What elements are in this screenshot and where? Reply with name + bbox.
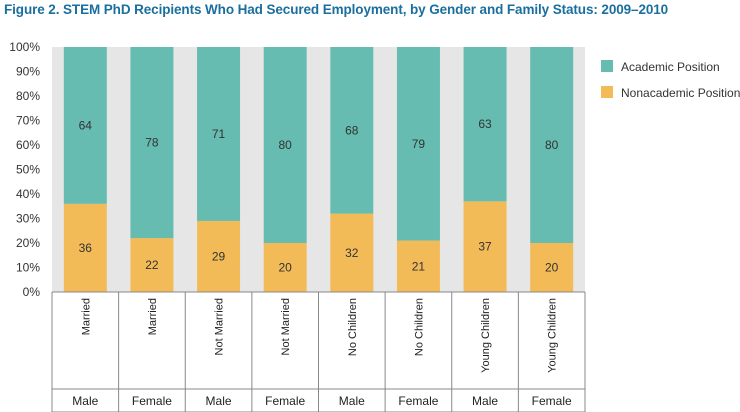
y-tick-label: 20% bbox=[16, 236, 40, 250]
data-label-nonacademic: 36 bbox=[79, 241, 93, 255]
bar-academic bbox=[63, 47, 107, 204]
y-tick-label: 50% bbox=[16, 163, 40, 177]
data-label-nonacademic: 20 bbox=[279, 261, 293, 275]
x-group-label: Female bbox=[265, 394, 305, 408]
bar-academic bbox=[130, 47, 174, 239]
bar-academic bbox=[263, 47, 307, 243]
x-group-label: Male bbox=[206, 394, 232, 408]
x-category-label: Married bbox=[147, 298, 159, 335]
legend-swatch bbox=[601, 60, 613, 72]
data-label-nonacademic: 21 bbox=[412, 259, 426, 273]
data-label-nonacademic: 22 bbox=[145, 258, 159, 272]
data-label-nonacademic: 32 bbox=[345, 246, 359, 260]
bar-academic bbox=[463, 47, 507, 202]
bar-nonacademic bbox=[330, 213, 374, 292]
y-tick-label: 100% bbox=[9, 40, 40, 54]
data-label-nonacademic: 29 bbox=[212, 249, 226, 263]
data-label-nonacademic: 20 bbox=[545, 261, 559, 275]
y-tick-label: 80% bbox=[16, 89, 40, 103]
data-label-academic: 79 bbox=[412, 137, 426, 151]
data-label-academic: 80 bbox=[545, 138, 559, 152]
y-tick-label: 90% bbox=[16, 65, 40, 79]
bar-nonacademic bbox=[130, 238, 174, 292]
x-group-label: Male bbox=[339, 394, 365, 408]
data-label-academic: 63 bbox=[478, 117, 492, 131]
data-label-academic: 68 bbox=[345, 123, 359, 137]
data-label-nonacademic: 37 bbox=[478, 240, 492, 254]
y-tick-label: 40% bbox=[16, 187, 40, 201]
x-category-label: No Children bbox=[413, 298, 425, 356]
x-category-label: Young Children bbox=[547, 298, 559, 373]
data-label-academic: 71 bbox=[212, 127, 226, 141]
bar-nonacademic bbox=[463, 201, 507, 292]
data-label-academic: 78 bbox=[145, 136, 159, 150]
bar-nonacademic bbox=[63, 203, 107, 292]
bar-nonacademic bbox=[263, 243, 307, 292]
y-tick-label: 70% bbox=[16, 114, 40, 128]
x-category-label: No Children bbox=[347, 298, 359, 356]
y-tick-label: 10% bbox=[16, 261, 40, 275]
x-category-label: Not Married bbox=[280, 298, 292, 355]
x-category-label: Married bbox=[80, 298, 92, 335]
bar-academic bbox=[330, 47, 374, 214]
chart-title: Figure 2. STEM PhD Recipients Who Had Se… bbox=[4, 2, 669, 17]
x-category-label: Not Married bbox=[214, 298, 226, 355]
y-tick-label: 30% bbox=[16, 212, 40, 226]
x-category-label: Young Children bbox=[480, 298, 492, 373]
bar-nonacademic bbox=[530, 243, 574, 292]
data-label-academic: 64 bbox=[79, 118, 93, 132]
x-group-label: Female bbox=[398, 394, 438, 408]
x-group-label: Female bbox=[532, 394, 572, 408]
x-group-label: Female bbox=[132, 394, 172, 408]
bar-academic bbox=[396, 47, 440, 241]
data-label-academic: 80 bbox=[279, 138, 293, 152]
y-tick-label: 60% bbox=[16, 138, 40, 152]
bar-nonacademic bbox=[396, 240, 440, 292]
bar-academic bbox=[197, 47, 241, 221]
y-tick-label: 0% bbox=[23, 285, 41, 299]
x-group-label: Male bbox=[472, 394, 498, 408]
legend-label: Nonacademic Position bbox=[621, 86, 740, 100]
bar-nonacademic bbox=[197, 220, 241, 292]
legend-label: Academic Position bbox=[621, 60, 720, 74]
bar-academic bbox=[530, 47, 574, 243]
legend-swatch bbox=[601, 86, 613, 98]
x-group-label: Male bbox=[72, 394, 98, 408]
